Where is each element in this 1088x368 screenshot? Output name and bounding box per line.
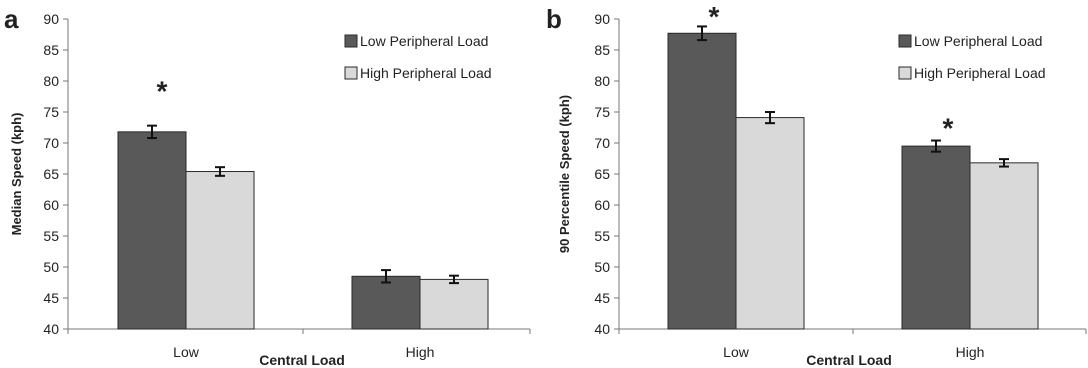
significance-marker: * (943, 113, 954, 144)
x-tick-label: High (956, 344, 985, 360)
y-tick-label: 40 (43, 321, 59, 337)
bar (185, 171, 255, 330)
significance-marker: * (709, 1, 720, 32)
y-tick-label: 55 (594, 228, 610, 244)
legend-label: High Peripheral Load (914, 65, 1046, 81)
y-tick-label: 45 (594, 290, 610, 306)
y-tick-label: 55 (43, 228, 59, 244)
y-tick-label: 65 (594, 166, 610, 182)
y-tick-label: 45 (43, 290, 59, 306)
y-tick-label: 80 (594, 73, 610, 89)
bar (969, 162, 1039, 330)
y-axis-title: Median Speed (kph) (9, 113, 24, 236)
y-tick-label: 75 (594, 104, 610, 120)
x-tick-label: Low (723, 344, 750, 360)
y-tick-label: 85 (594, 42, 610, 58)
y-tick-label: 90 (43, 11, 59, 27)
bar (735, 117, 805, 330)
legend-swatch (344, 34, 358, 48)
bar (901, 145, 971, 330)
bar (117, 131, 187, 330)
y-axis-title: 90 Percentile Speed (kph) (557, 95, 572, 253)
bar (351, 275, 421, 330)
y-tick-label: 70 (594, 135, 610, 151)
legend-swatch (344, 66, 358, 80)
y-tick-label: 50 (594, 259, 610, 275)
legend-label: High Peripheral Load (360, 65, 492, 81)
x-axis-title: Central Load (259, 352, 345, 368)
legend-swatch (898, 66, 912, 80)
y-tick-label: 85 (43, 42, 59, 58)
chart-panel-b: b 40 45 50 55 60 65 70 75 80 85 90 Low High Central Lo… (546, 1, 1087, 368)
bar (667, 32, 737, 330)
legend-label: Low Peripheral Load (914, 33, 1042, 49)
chart-panel-a: a 40 45 50 55 60 65 70 75 80 85 90 Low High Central Lo… (4, 4, 531, 368)
legend-label: Low Peripheral Load (360, 33, 488, 49)
y-tick-label: 75 (43, 104, 59, 120)
y-tick-label: 60 (594, 197, 610, 213)
y-tick-label: 65 (43, 166, 59, 182)
y-tick-label: 80 (43, 73, 59, 89)
x-tick-label: High (406, 344, 435, 360)
panel-label: b (546, 4, 562, 34)
bar (419, 278, 489, 330)
y-tick-label: 60 (43, 197, 59, 213)
significance-marker: * (157, 75, 168, 106)
y-tick-label: 70 (43, 135, 59, 151)
y-tick-label: 90 (594, 11, 610, 27)
y-tick-label: 50 (43, 259, 59, 275)
x-tick-label: Low (173, 344, 200, 360)
x-axis-title: Central Load (806, 352, 892, 368)
y-tick-label: 40 (594, 321, 610, 337)
legend-swatch (898, 34, 912, 48)
panel-label: a (4, 4, 19, 34)
